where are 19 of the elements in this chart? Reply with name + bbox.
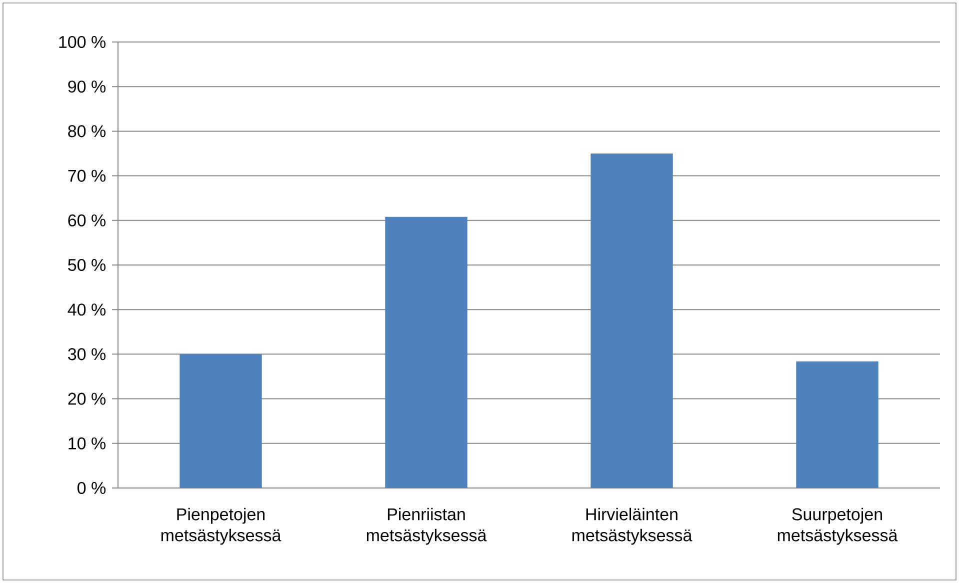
y-tick-label: 50 % xyxy=(68,258,106,272)
y-tick-label: 90 % xyxy=(68,80,106,93)
y-tick-label: 10 % xyxy=(68,437,106,450)
x-tick-label: Pienriistan metsästyksessä xyxy=(366,508,487,545)
x-tick-label: Suurpetojen metsästyksessä xyxy=(778,508,898,545)
x-tick-label: Pienpetojen metsästyksessä xyxy=(161,508,282,545)
y-tick-label: 20 % xyxy=(68,392,106,405)
y-tick-label: 60 % xyxy=(68,214,106,226)
y-tick-label: 70 % xyxy=(68,170,106,182)
y-tick-label: 0 % xyxy=(78,482,106,494)
y-tick-label: 100 % xyxy=(59,36,106,48)
y-tick-label: 80 % xyxy=(68,125,106,138)
bar xyxy=(796,361,878,488)
x-tick-label: Hirvieläinten metsästyksessä xyxy=(572,508,692,545)
bar xyxy=(590,153,673,488)
y-tick-label: 30 % xyxy=(68,348,106,360)
bar xyxy=(180,354,262,488)
bar xyxy=(385,216,468,488)
y-tick-label: 40 % xyxy=(68,304,106,316)
